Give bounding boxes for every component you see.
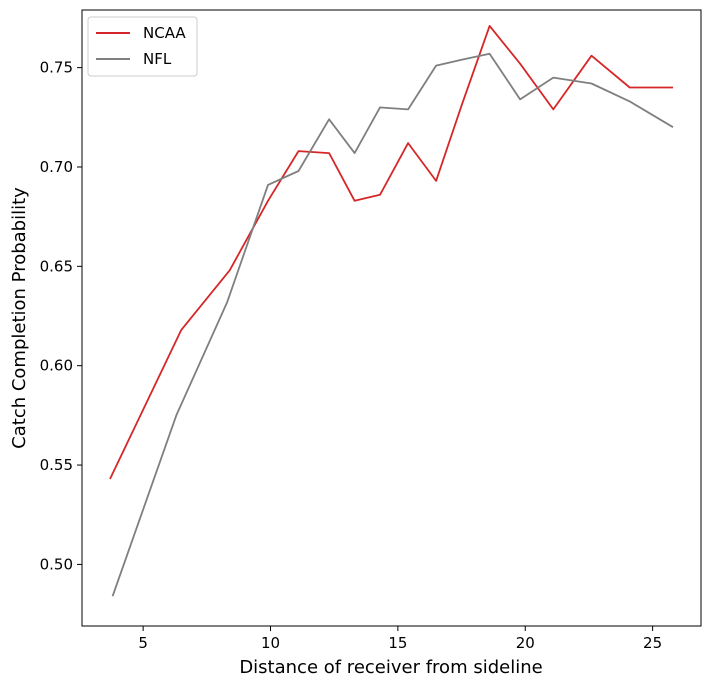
x-tick-label: 15	[388, 634, 407, 652]
y-tick-label: 0.50	[40, 555, 73, 573]
x-tick-label: 20	[516, 634, 535, 652]
y-axis-label: Catch Completion Probability	[9, 187, 30, 449]
plot-frame	[81, 9, 702, 627]
series-line-nfl	[111, 52, 674, 597]
x-axis-ticks: 5 10 15 20 25	[138, 626, 662, 652]
legend-label-nfl: NFL	[143, 50, 172, 68]
y-tick-label: 0.70	[40, 158, 73, 176]
x-axis-label: Distance of receiver from sideline	[239, 657, 542, 678]
legend-label-ncaa: NCAA	[143, 24, 186, 42]
legend-frame	[87, 16, 198, 77]
plot-area	[81, 9, 702, 627]
y-tick-label: 0.55	[40, 456, 73, 474]
y-tick-label: 0.65	[40, 257, 73, 275]
series-layer	[109, 24, 674, 597]
legend: NCAA NFL	[87, 16, 198, 77]
y-axis-ticks: 0.50 0.55 0.60 0.65 0.70 0.75	[40, 59, 82, 573]
y-tick-label: 0.75	[40, 59, 73, 77]
x-tick-label: 25	[643, 634, 662, 652]
x-tick-label: 10	[261, 634, 280, 652]
x-tick-label: 5	[138, 634, 148, 652]
y-tick-label: 0.60	[40, 357, 73, 375]
